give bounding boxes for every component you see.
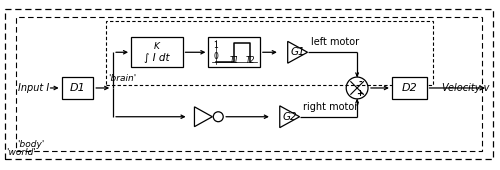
Text: +: + bbox=[356, 89, 364, 98]
Text: K: K bbox=[154, 42, 160, 51]
Text: Velocity v: Velocity v bbox=[442, 83, 489, 93]
Text: 'body': 'body' bbox=[17, 140, 44, 149]
Bar bbox=[392, 77, 426, 99]
Text: Input I: Input I bbox=[18, 83, 49, 93]
Text: T2: T2 bbox=[246, 56, 255, 65]
Text: 1: 1 bbox=[214, 41, 218, 50]
Bar bbox=[5, 9, 493, 159]
Text: ∫ I dt: ∫ I dt bbox=[144, 53, 170, 63]
Text: D2: D2 bbox=[402, 83, 417, 93]
Text: T1: T1 bbox=[230, 56, 239, 65]
Bar bbox=[62, 77, 94, 99]
Bar bbox=[16, 16, 482, 151]
Text: left motor: left motor bbox=[310, 37, 358, 47]
Text: 'world': 'world' bbox=[6, 148, 36, 157]
Text: -: - bbox=[358, 78, 362, 87]
Text: 'brain': 'brain' bbox=[108, 74, 136, 83]
Text: right motor: right motor bbox=[302, 102, 358, 112]
Text: G2: G2 bbox=[282, 112, 297, 122]
Bar bbox=[131, 37, 182, 67]
Bar bbox=[106, 21, 434, 85]
Text: G1: G1 bbox=[290, 47, 305, 57]
Text: D1: D1 bbox=[70, 83, 86, 93]
Text: 0: 0 bbox=[214, 52, 218, 61]
Bar bbox=[208, 37, 260, 67]
